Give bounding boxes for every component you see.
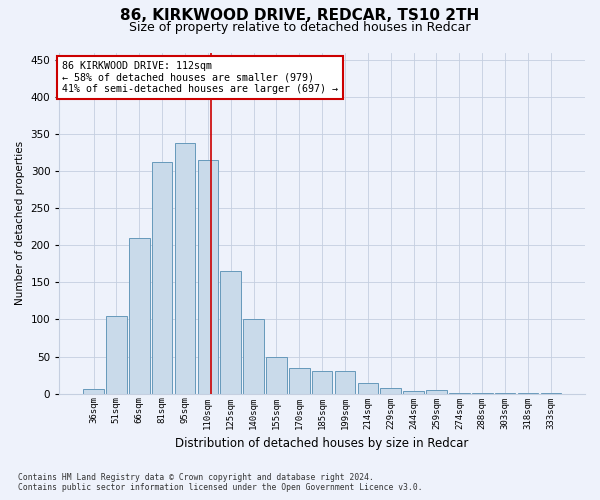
Bar [266, 356, 287, 394]
Bar [152, 162, 172, 394]
Bar [243, 320, 264, 394]
Text: 86 KIRKWOOD DRIVE: 112sqm
← 58% of detached houses are smaller (979)
41% of semi: 86 KIRKWOOD DRIVE: 112sqm ← 58% of detac… [62, 61, 338, 94]
Bar [335, 372, 355, 394]
X-axis label: Distribution of detached houses by size in Redcar: Distribution of detached houses by size … [175, 437, 469, 450]
Bar [197, 160, 218, 394]
Bar [358, 382, 378, 394]
Bar [220, 272, 241, 394]
Bar [472, 393, 493, 394]
Bar [518, 393, 538, 394]
Text: 86, KIRKWOOD DRIVE, REDCAR, TS10 2TH: 86, KIRKWOOD DRIVE, REDCAR, TS10 2TH [121, 8, 479, 22]
Bar [289, 368, 310, 394]
Bar [312, 372, 332, 394]
Y-axis label: Number of detached properties: Number of detached properties [15, 141, 25, 305]
Bar [426, 390, 447, 394]
Bar [175, 143, 195, 394]
Text: Size of property relative to detached houses in Redcar: Size of property relative to detached ho… [129, 21, 471, 34]
Bar [129, 238, 149, 394]
Bar [449, 393, 470, 394]
Bar [541, 393, 561, 394]
Bar [106, 316, 127, 394]
Bar [380, 388, 401, 394]
Bar [83, 389, 104, 394]
Bar [495, 393, 515, 394]
Text: Contains HM Land Registry data © Crown copyright and database right 2024.
Contai: Contains HM Land Registry data © Crown c… [18, 473, 422, 492]
Bar [403, 392, 424, 394]
